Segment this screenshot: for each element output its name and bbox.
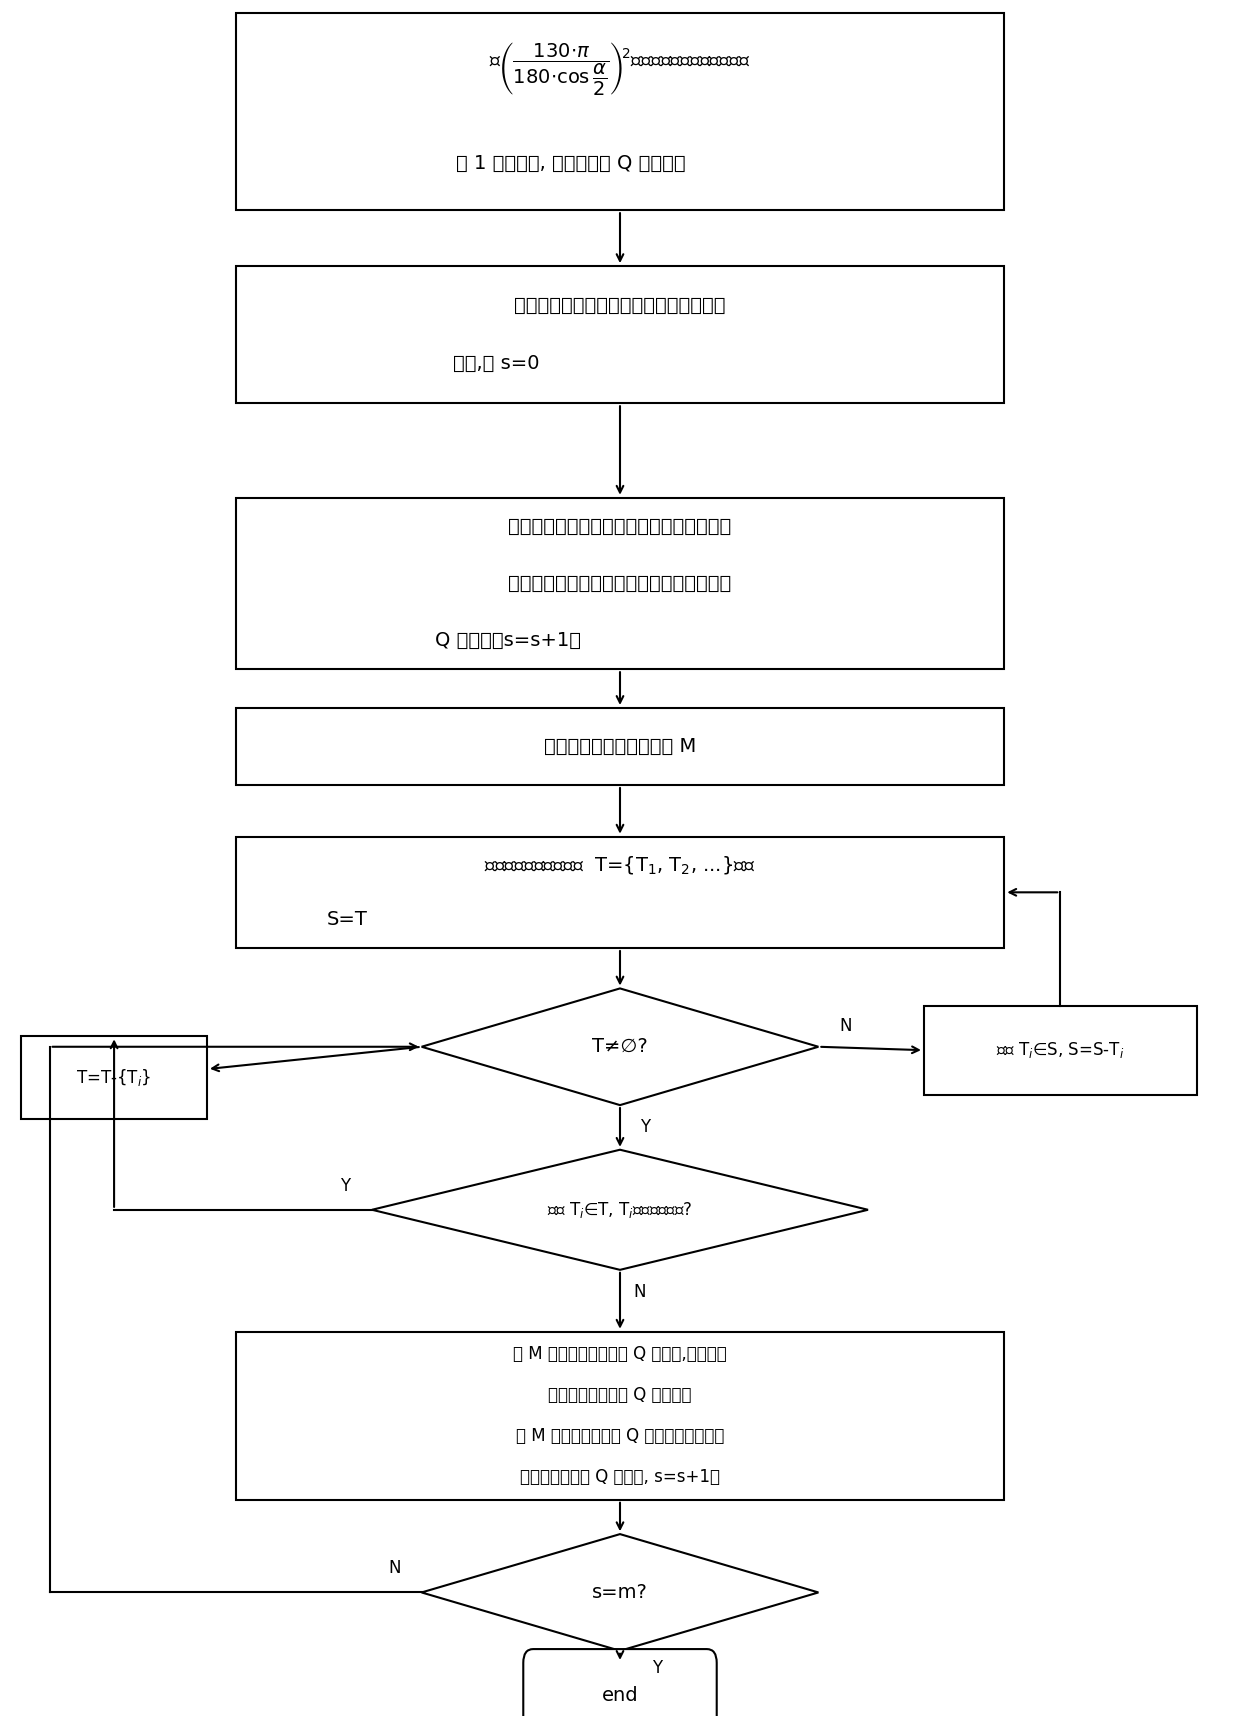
Text: end: end — [601, 1685, 639, 1706]
Text: Y: Y — [640, 1119, 650, 1136]
FancyBboxPatch shape — [523, 1649, 717, 1716]
Text: Q 的顶点，s=s+1。: Q 的顶点，s=s+1。 — [435, 630, 582, 650]
Text: 邻结点为非多面体 Q 的顶点；: 邻结点为非多面体 Q 的顶点； — [548, 1387, 692, 1404]
Text: 任取 T$_i$∈T, T$_i$是否已经确定?: 任取 T$_i$∈T, T$_i$是否已经确定? — [547, 1199, 693, 1220]
FancyBboxPatch shape — [236, 12, 1004, 209]
Text: 若 M 已经确定为多面体 Q 的顶点,则确定该: 若 M 已经确定为多面体 Q 的顶点,则确定该 — [513, 1345, 727, 1363]
Text: S=T: S=T — [327, 909, 367, 930]
Text: T=T-{T$_i$}: T=T-{T$_i$} — [77, 1067, 151, 1088]
Text: 找出其所有邻结点集合  T={T$_1$, T$_2$, ...}，令: 找出其所有邻结点集合 T={T$_1$, T$_2$, ...}，令 — [485, 855, 755, 875]
FancyBboxPatch shape — [236, 707, 1004, 786]
FancyBboxPatch shape — [236, 837, 1004, 947]
Text: 从所有探测仪器获取和多面体相交的平面: 从所有探测仪器获取和多面体相交的平面 — [515, 295, 725, 316]
Text: 点被三个平面相交，则该结点确定为多面体: 点被三个平面相交，则该结点确定为多面体 — [508, 573, 732, 594]
Polygon shape — [422, 1534, 818, 1651]
Text: Y: Y — [652, 1659, 662, 1677]
Text: Y: Y — [340, 1177, 350, 1194]
Polygon shape — [422, 988, 818, 1105]
FancyBboxPatch shape — [924, 1006, 1197, 1095]
Text: 信息,设 s=0: 信息,设 s=0 — [453, 353, 539, 374]
Text: T≠∅?: T≠∅? — [593, 1036, 647, 1057]
Text: N: N — [634, 1284, 646, 1301]
Text: 计算所有平面相交的新多面体。如果一个结: 计算所有平面相交的新多面体。如果一个结 — [508, 517, 732, 537]
Text: 邻结点为多面体 Q 的顶点, s=s+1。: 邻结点为多面体 Q 的顶点, s=s+1。 — [520, 1469, 720, 1486]
Text: 若 M 确定为非多面体 Q 的顶点，则确定该: 若 M 确定为非多面体 Q 的顶点，则确定该 — [516, 1428, 724, 1445]
Text: 选择一个已经确定的顶点 M: 选择一个已经确定的顶点 M — [544, 736, 696, 757]
FancyBboxPatch shape — [236, 498, 1004, 669]
FancyBboxPatch shape — [236, 1332, 1004, 1500]
Text: 将$\left(\dfrac{130{\cdot}\pi}{180{\cdot}\cos\dfrac{\alpha}{2}}\right)^{\!2}$个探测仪: 将$\left(\dfrac{130{\cdot}\pi}{180{\cdot}… — [490, 39, 750, 98]
Text: N: N — [388, 1560, 401, 1577]
Text: s=m?: s=m? — [591, 1582, 649, 1603]
Text: N: N — [839, 1018, 852, 1035]
Polygon shape — [372, 1150, 868, 1270]
FancyBboxPatch shape — [21, 1036, 207, 1119]
Text: 为 1 的球面上, 被测多面体 Q 位于球内: 为 1 的球面上, 被测多面体 Q 位于球内 — [455, 153, 686, 173]
FancyBboxPatch shape — [236, 266, 1004, 403]
Text: 任取 T$_i$∈S, S=S-T$_i$: 任取 T$_i$∈S, S=S-T$_i$ — [996, 1040, 1125, 1060]
